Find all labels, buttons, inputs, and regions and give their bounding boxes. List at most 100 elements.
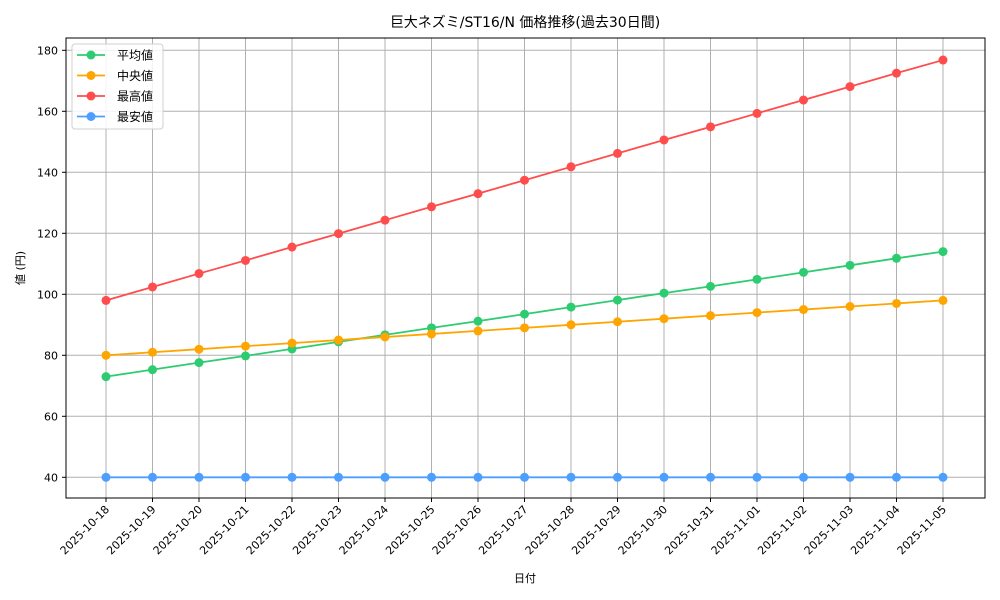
x-axis: 2025-10-182025-10-192025-10-202025-10-21… bbox=[58, 498, 949, 557]
data-point bbox=[148, 365, 157, 375]
data-point bbox=[380, 472, 390, 482]
data-point bbox=[752, 274, 762, 284]
data-point bbox=[566, 472, 576, 482]
data-point bbox=[520, 175, 529, 185]
data-point bbox=[799, 305, 808, 315]
data-point bbox=[892, 472, 901, 482]
data-point bbox=[799, 267, 808, 277]
data-point bbox=[241, 472, 250, 482]
data-point bbox=[520, 323, 529, 333]
data-point bbox=[799, 95, 808, 105]
legend-label: 中央値 bbox=[117, 68, 153, 83]
data-point bbox=[706, 122, 715, 132]
data-point bbox=[101, 350, 111, 360]
data-point bbox=[241, 255, 250, 265]
legend-label: 最高値 bbox=[117, 89, 153, 104]
data-point bbox=[892, 68, 901, 78]
legend-marker bbox=[86, 50, 96, 60]
data-point bbox=[938, 295, 948, 305]
data-point bbox=[752, 108, 762, 118]
y-tick-label: 80 bbox=[44, 349, 58, 362]
y-tick-label: 60 bbox=[44, 410, 58, 423]
series-lines bbox=[101, 55, 948, 482]
data-point bbox=[334, 335, 343, 345]
y-tick-label: 100 bbox=[37, 288, 58, 301]
data-point bbox=[101, 472, 111, 482]
data-point bbox=[892, 253, 901, 263]
data-point bbox=[845, 302, 855, 311]
data-point bbox=[473, 316, 483, 326]
legend-box bbox=[71, 43, 164, 130]
y-axis-label: 値 (円) bbox=[14, 251, 27, 285]
data-point bbox=[148, 472, 157, 482]
legend-marker bbox=[86, 71, 96, 80]
data-point bbox=[845, 472, 855, 482]
data-point bbox=[799, 472, 808, 482]
data-point bbox=[938, 247, 948, 257]
data-point bbox=[473, 326, 483, 336]
data-point bbox=[613, 148, 622, 158]
data-point bbox=[473, 189, 483, 199]
data-point bbox=[706, 311, 715, 321]
x-tick-label: 2025-11-05 bbox=[895, 503, 949, 557]
y-tick-label: 180 bbox=[37, 44, 58, 57]
y-tick-label: 160 bbox=[37, 105, 58, 118]
series-最安値 bbox=[101, 472, 948, 482]
data-point bbox=[334, 472, 343, 482]
data-point bbox=[566, 302, 576, 312]
data-point bbox=[892, 298, 901, 308]
data-point bbox=[659, 135, 669, 145]
series-中央値 bbox=[101, 295, 948, 360]
data-point bbox=[194, 269, 204, 279]
data-point bbox=[287, 338, 297, 348]
data-point bbox=[752, 308, 762, 318]
legend-marker bbox=[86, 112, 96, 121]
data-point bbox=[845, 82, 855, 92]
data-point bbox=[194, 472, 204, 482]
data-point bbox=[566, 162, 576, 172]
data-point bbox=[566, 320, 576, 330]
x-axis-label: 日付 bbox=[514, 572, 536, 585]
data-point bbox=[659, 472, 669, 482]
data-point bbox=[473, 472, 483, 482]
data-point bbox=[380, 332, 390, 342]
data-point bbox=[241, 341, 250, 351]
series-最高値 bbox=[101, 55, 948, 305]
data-point bbox=[194, 344, 204, 354]
data-point bbox=[287, 472, 297, 482]
data-point bbox=[101, 295, 111, 305]
data-point bbox=[520, 309, 529, 319]
data-point bbox=[148, 347, 157, 357]
data-point bbox=[380, 215, 390, 225]
data-point bbox=[287, 242, 297, 252]
data-point bbox=[613, 295, 622, 305]
data-point bbox=[241, 351, 250, 361]
data-point bbox=[659, 288, 669, 298]
data-point bbox=[101, 372, 111, 382]
data-point bbox=[845, 260, 855, 270]
data-point bbox=[427, 202, 436, 212]
data-point bbox=[194, 358, 204, 368]
legend-label: 最安値 bbox=[117, 109, 153, 124]
data-point bbox=[520, 472, 529, 482]
data-point bbox=[752, 472, 762, 482]
plot-frame bbox=[65, 37, 986, 499]
legend-marker bbox=[86, 91, 96, 101]
data-point bbox=[938, 472, 948, 482]
data-point bbox=[706, 281, 715, 291]
y-tick-label: 40 bbox=[44, 471, 58, 484]
data-point bbox=[427, 472, 436, 482]
data-point bbox=[659, 314, 669, 324]
y-tick-label: 120 bbox=[37, 227, 58, 240]
data-point bbox=[334, 229, 343, 239]
data-point bbox=[427, 329, 436, 339]
chart-title: 巨大ネズミ/ST16/N 価格推移(過去30日間) bbox=[390, 15, 660, 31]
data-point bbox=[613, 472, 622, 482]
data-point bbox=[938, 55, 948, 65]
y-tick-label: 140 bbox=[37, 166, 58, 179]
data-point bbox=[706, 472, 715, 482]
legend-label: 平均値 bbox=[117, 48, 153, 63]
data-point bbox=[613, 317, 622, 327]
